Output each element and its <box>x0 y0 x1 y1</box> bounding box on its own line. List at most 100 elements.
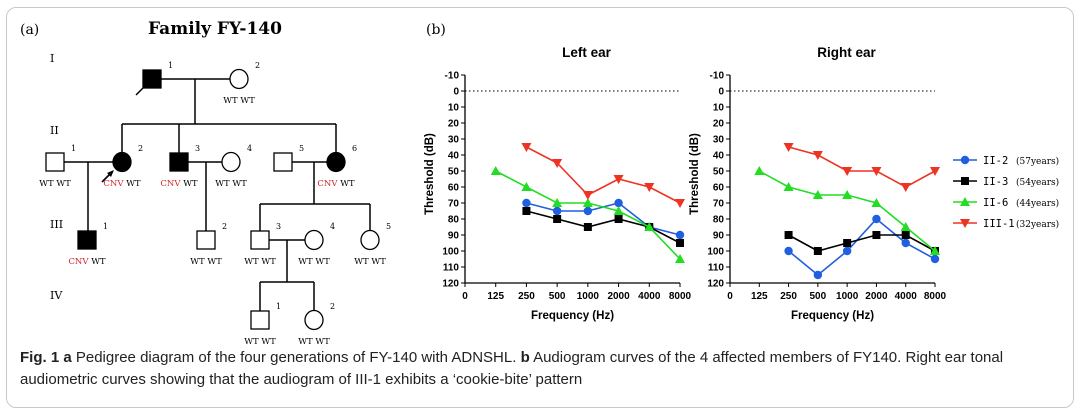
data-point-II-2 <box>522 198 531 208</box>
x-tick-label: 125 <box>487 291 504 302</box>
x-tick-label: 8000 <box>669 291 692 302</box>
genotype-allele-1: WT <box>215 179 230 189</box>
data-point-II-6 <box>842 190 853 199</box>
y-axis-label: Threshold (dB) <box>424 133 436 215</box>
data-point-III-1 <box>842 167 853 176</box>
genotype-allele-2: WT <box>207 257 222 267</box>
y-tick-label: 120 <box>442 279 459 290</box>
data-point-II-3 <box>583 223 592 231</box>
series-line-II-3 <box>788 234 936 252</box>
pedigree-title: Family FY-140 <box>148 19 282 39</box>
series-line-III-1 <box>526 146 681 204</box>
caption-fig-label: Fig. 1 <box>20 349 60 366</box>
member-number: 5 <box>299 144 304 153</box>
generation-label: IV <box>50 289 63 302</box>
genotype-label: WT WT <box>298 337 330 347</box>
generation-label: II <box>50 124 59 137</box>
member-number: 2 <box>138 144 143 153</box>
data-point-II-3 <box>843 239 852 247</box>
member-number: 5 <box>386 222 391 231</box>
data-point-II-2 <box>842 246 852 256</box>
data-point-II-6 <box>552 198 563 207</box>
series-line-II-2 <box>788 217 936 277</box>
x-tick-label: 250 <box>780 291 797 302</box>
genotype-allele-1: WT <box>244 337 259 347</box>
data-point-II-2 <box>784 246 793 256</box>
genotype-label: CNV WT <box>103 179 141 189</box>
data-point-II-6 <box>812 190 823 199</box>
y-tick-label: 90 <box>713 231 725 242</box>
y-tick-label: 60 <box>713 183 725 194</box>
legend-label-II-3: II-3 <box>983 176 1008 188</box>
genotype-label: CNV WT <box>160 179 198 189</box>
y-tick-label: 0 <box>718 87 724 98</box>
male-symbol-IV-1 <box>250 310 270 330</box>
x-tick-label: 1000 <box>577 291 600 302</box>
legend-label-II-2: II-2 <box>983 155 1008 167</box>
y-tick-label: 0 <box>453 87 459 98</box>
data-point-III-1 <box>582 191 593 200</box>
data-point-II-6 <box>754 166 765 175</box>
y-tick-label: 80 <box>448 215 460 226</box>
y-axis-label: Threshold (dB) <box>689 133 701 215</box>
series-line-III-1 <box>788 146 936 188</box>
proband-arrowhead <box>107 170 114 177</box>
y-tick-label: 70 <box>448 199 460 210</box>
y-tick-label: 10 <box>448 103 460 114</box>
data-point-II-6 <box>675 254 685 263</box>
data-point-III-1 <box>900 183 911 192</box>
genotype-allele-2: WT <box>56 179 71 189</box>
genotype-allele-1: WT <box>244 257 259 267</box>
panel-label-a: (a) <box>20 22 39 38</box>
member-number: 2 <box>222 222 227 231</box>
y-tick-label: 40 <box>713 151 725 162</box>
y-tick-label: 100 <box>442 247 459 258</box>
data-point-II-2 <box>675 230 685 240</box>
male-symbol-III-2 <box>196 230 216 250</box>
data-point-III-1 <box>783 143 794 152</box>
legend-marker-III-1 <box>960 219 970 228</box>
data-point-II-6 <box>582 198 593 207</box>
genotype-allele-2: WT <box>315 337 330 347</box>
male-symbol-I-1 <box>142 69 162 89</box>
y-tick-label: 80 <box>713 215 725 226</box>
panel-label-b: (b) <box>426 22 446 38</box>
chart-title: Right ear <box>817 45 876 60</box>
y-tick-label: -10 <box>445 71 460 82</box>
genotype-allele-2: WT <box>183 179 198 189</box>
male-symbol-II-3 <box>169 152 189 172</box>
genotype-allele-2: WT <box>261 257 276 267</box>
data-point-II-3 <box>522 207 531 215</box>
genotype-label: WT WT <box>354 257 386 267</box>
genotype-allele-1: WT <box>223 96 238 106</box>
data-point-II-3 <box>553 215 562 223</box>
genotype-allele-1: WT <box>39 179 54 189</box>
genotype-label: WT WT <box>223 96 255 106</box>
y-tick-label: 30 <box>713 135 725 146</box>
male-symbol-II-1 <box>45 152 65 172</box>
data-point-II-2 <box>813 270 823 280</box>
y-tick-label: 110 <box>443 263 460 274</box>
data-point-III-1 <box>930 167 940 176</box>
member-number: 1 <box>168 61 173 70</box>
data-point-II-3 <box>901 231 910 239</box>
y-tick-label: 10 <box>713 103 725 114</box>
genotype-allele-2: WT <box>240 96 255 106</box>
genotype-label: CNV WT <box>317 179 355 189</box>
member-number: 1 <box>276 302 281 311</box>
data-point-II-2 <box>930 254 940 264</box>
x-tick-label: 2000 <box>607 291 630 302</box>
data-point-III-1 <box>644 183 655 192</box>
y-tick-label: 40 <box>448 151 460 162</box>
y-tick-label: 30 <box>448 135 460 146</box>
figure-caption: Fig. 1 a Pedigree diagram of the four ge… <box>20 347 1070 391</box>
member-number: 3 <box>276 222 281 231</box>
genotype-label: WT WT <box>298 257 330 267</box>
genotype-allele-2: WT <box>126 179 141 189</box>
x-tick-label: 1000 <box>836 291 859 302</box>
genotype-allele-1: WT <box>298 257 313 267</box>
y-tick-label: 90 <box>448 231 460 242</box>
genotype-label: WT WT <box>244 257 276 267</box>
